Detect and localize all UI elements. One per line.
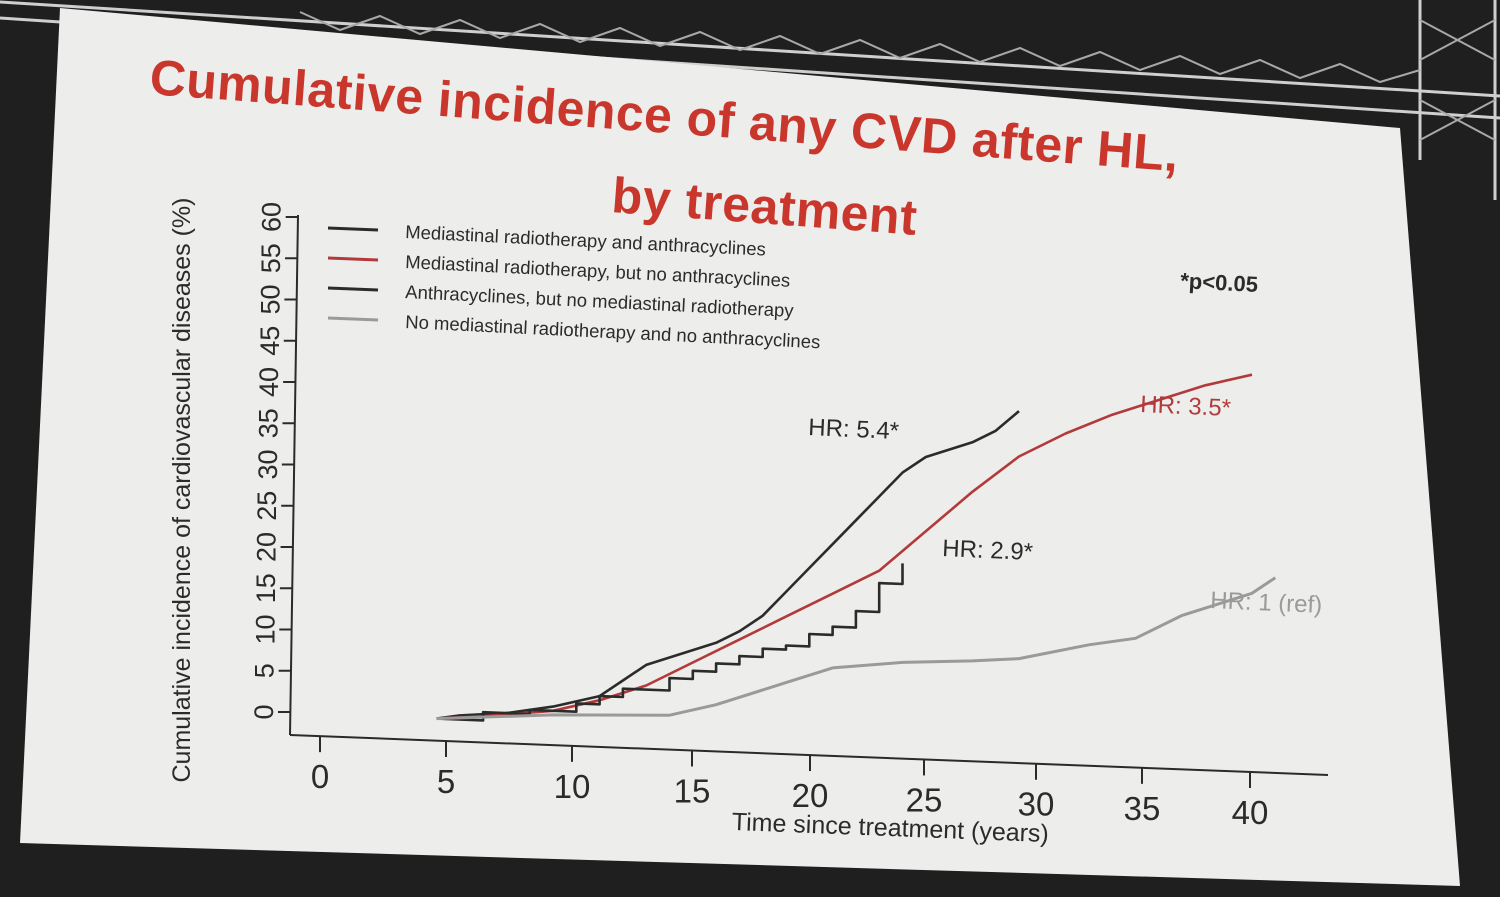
y-tick-label: 10 [250,614,280,644]
y-axis-line [289,214,299,736]
series-line-2 [436,373,1253,720]
x-axis-line [289,734,1329,776]
x-tick-label: 35 [1124,790,1161,827]
y-tick-label: 50 [255,284,285,314]
y-tick-label: 40 [254,367,284,397]
legend-swatch-4 [327,316,379,322]
chart-legend: Mediastinal radiotherapy and anthracycli… [327,221,821,352]
x-tick-label: 25 [906,781,943,818]
x-tick-label: 0 [311,758,329,795]
hr-label-2: HR: 3.5* [1140,391,1232,422]
hr-label-3: HR: 2.9* [942,535,1034,566]
y-tick-label: 60 [257,202,287,232]
projection-screen [20,8,1470,886]
legend-swatch-1 [327,226,379,232]
x-axis-title: Time since treatment (years) [731,808,1049,848]
series-line-1 [436,410,1020,720]
legend-swatch-3 [327,286,379,292]
x-tick-label: 10 [554,768,591,805]
series-line-4 [436,576,1277,721]
series-line-3 [436,563,904,722]
legend-swatch-2 [327,256,379,262]
chart-series-lines [436,373,1277,722]
x-tick-label: 15 [674,772,711,809]
y-axis-title: Cumulative incidence of cardiovascular d… [168,198,196,783]
hr-label-1: HR: 5.4* [808,414,900,445]
y-tick-label: 0 [249,704,279,719]
y-tick-label: 35 [253,408,283,438]
y-tick-label: 55 [256,243,286,273]
chart-annotations: HR: 5.4* HR: 3.5* HR: 2.9* HR: 1 (ref) *p<0.… [808,268,1323,619]
x-tick-label: 20 [792,777,829,814]
hr-label-4: HR: 1 (ref) [1210,587,1323,619]
y-tick-label: 15 [251,573,281,603]
y-tick-label: 45 [255,326,285,356]
y-tick-label: 20 [252,532,282,562]
y-tick-label: 30 [253,449,283,479]
x-tick-label: 5 [437,763,455,800]
p-value-note: *p<0.05 [1180,268,1259,297]
y-tick-label: 25 [252,491,282,521]
y-tick-label: 5 [250,663,280,678]
x-tick-label: 30 [1018,786,1055,823]
x-tick-label: 40 [1232,794,1269,831]
